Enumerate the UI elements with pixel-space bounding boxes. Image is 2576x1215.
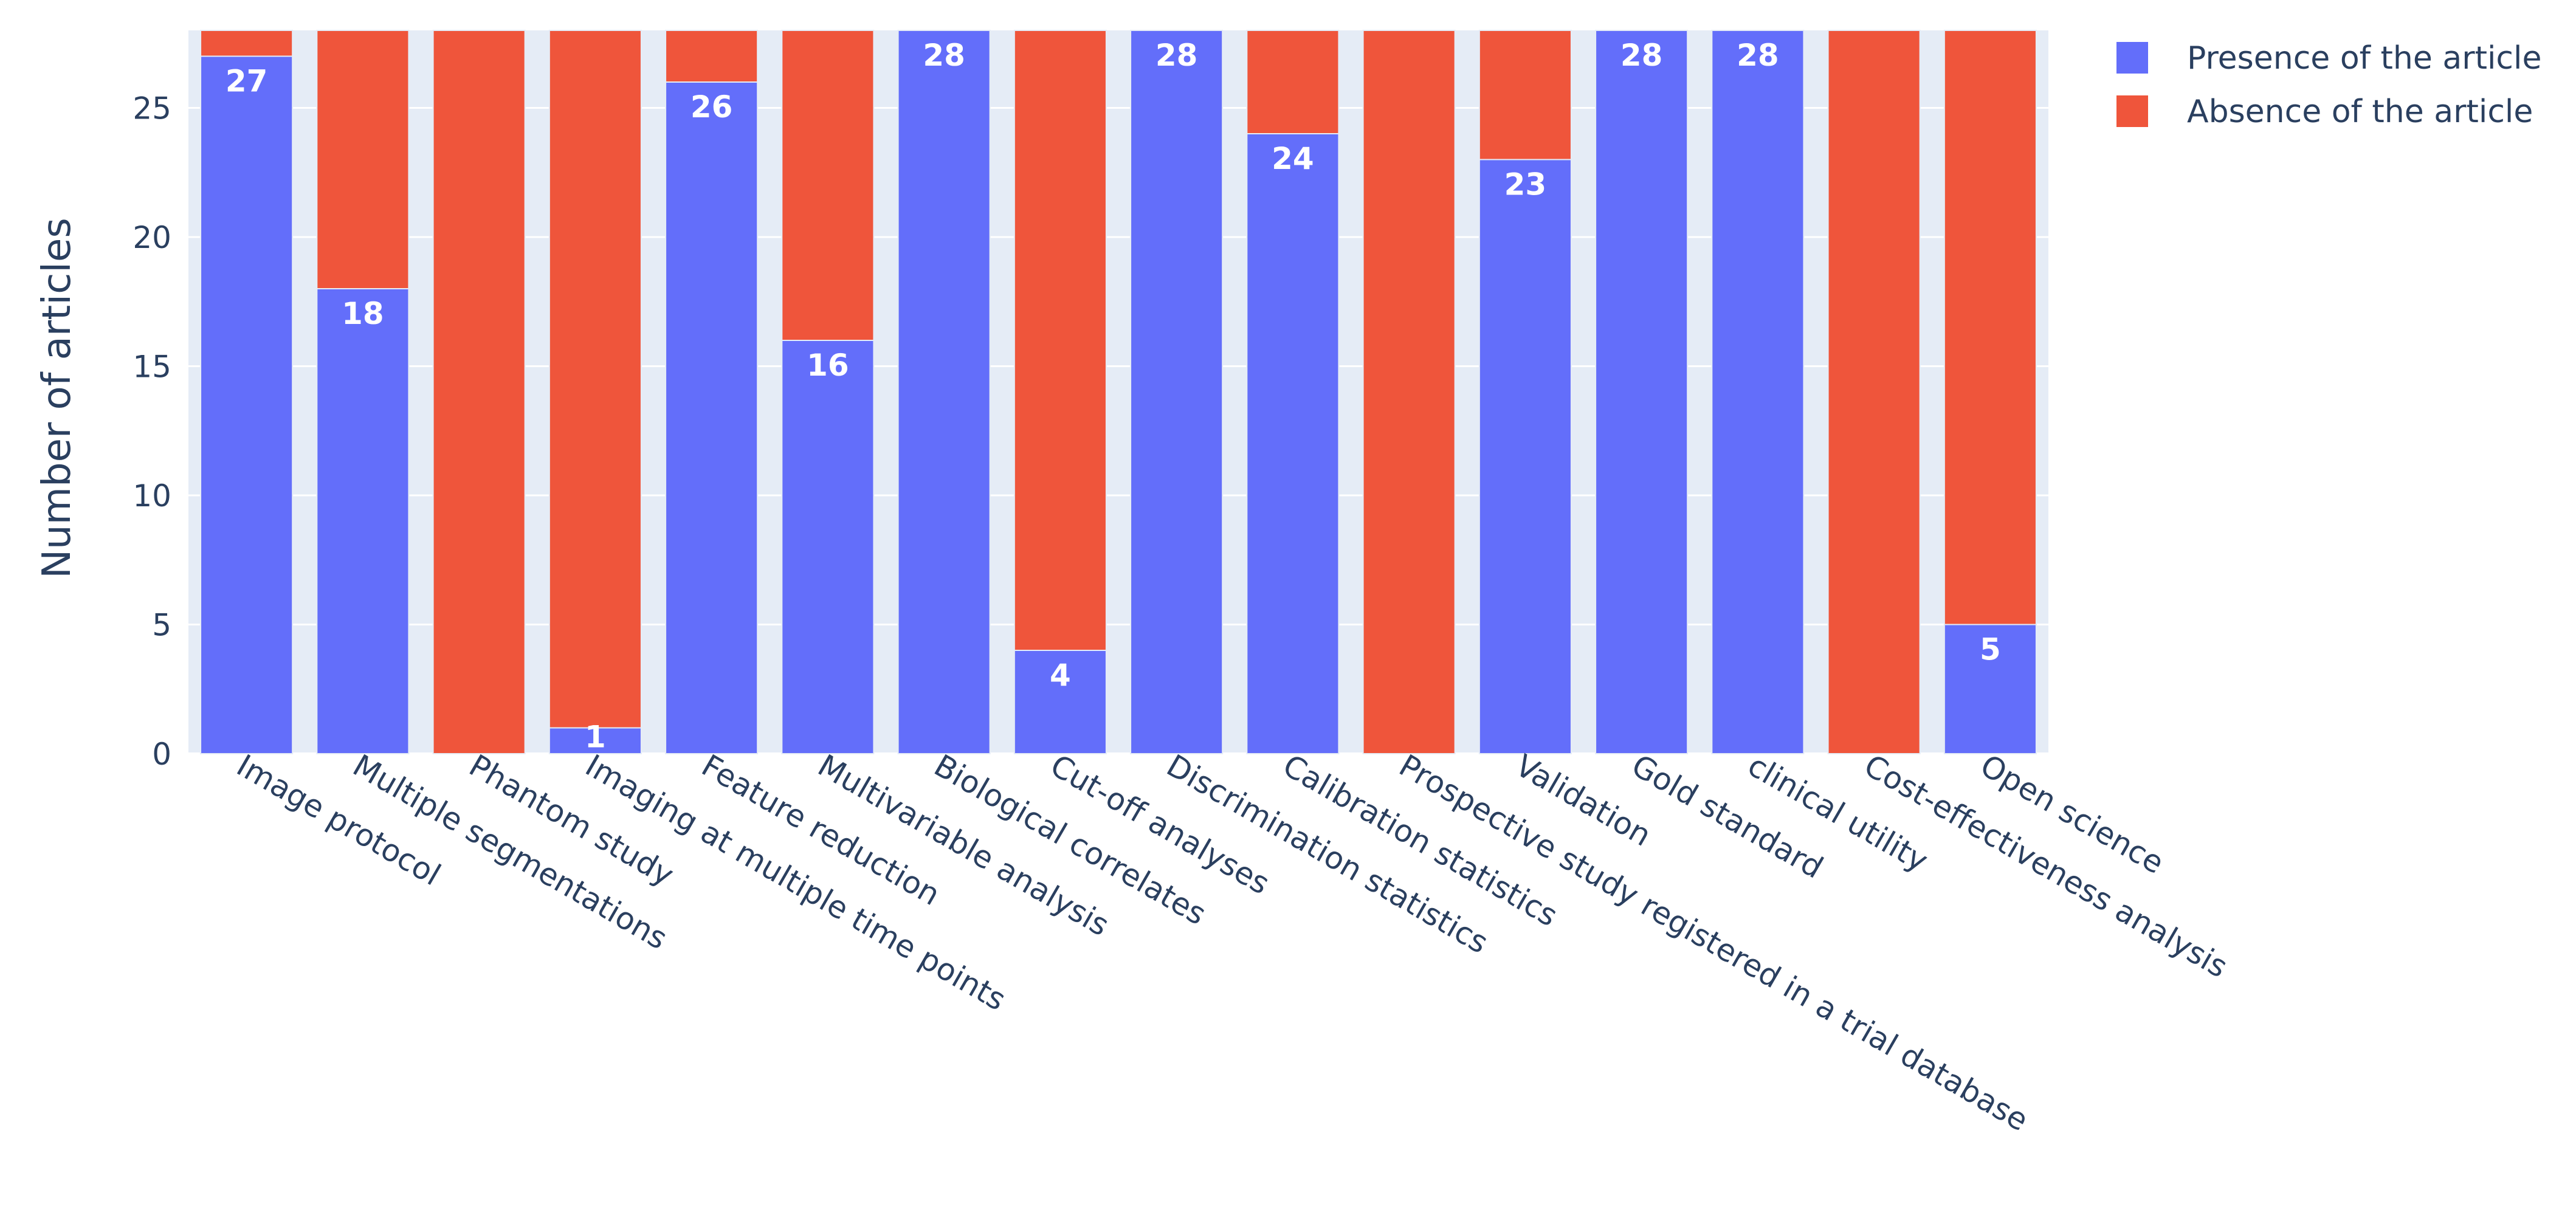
bar-absence-of-the-article[interactable] [1362,30,1456,754]
bar-presence-of-the-article[interactable] [316,288,410,754]
bar-presence-of-the-article[interactable] [1943,624,2037,754]
y-tick-label: 10 [133,478,171,514]
legend-swatch [2116,42,2148,74]
y-tick-label: 20 [133,220,171,255]
bar-absence-of-the-article[interactable] [1246,30,1340,134]
bar-value-label: 16 [807,348,849,383]
y-tick-label: 25 [133,91,171,126]
bar-presence-of-the-article[interactable] [1478,159,1572,754]
bar-absence-of-the-article[interactable] [316,30,410,289]
bar-value-label: 28 [1737,38,1779,73]
bar-absence-of-the-article[interactable] [1943,30,2037,625]
legend-label: Absence of the article [2187,94,2533,130]
legend-item-absence-of-the-article[interactable]: Absence of the article [2116,94,2533,130]
bar-presence-of-the-article[interactable] [200,55,294,754]
x-tick-label: Gold standard [1626,748,1829,886]
legend[interactable]: Presence of the article Absence of the ar… [2116,40,2541,130]
bars [200,30,2037,754]
bar-value-label: 26 [690,89,733,125]
bar-value-label: 28 [923,38,965,73]
bar-value-label: 24 [1272,141,1314,176]
y-axis-ticks: 0 5 10 15 20 25 [133,91,171,773]
bar-value-label: 18 [342,296,384,331]
y-tick-label: 5 [152,608,171,643]
bar-presence-of-the-article[interactable] [665,81,759,754]
bar-absence-of-the-article[interactable] [200,30,294,57]
bar-absence-of-the-article[interactable] [1478,30,1572,160]
y-tick-label: 0 [152,737,171,772]
legend-label: Presence of the article [2187,40,2541,77]
bar-presence-of-the-article[interactable] [1246,133,1340,754]
bar-absence-of-the-article[interactable] [665,30,759,83]
bar-value-label: 28 [1155,38,1198,73]
bar-presence-of-the-article[interactable] [897,30,991,754]
bar-presence-of-the-article[interactable] [1595,30,1689,754]
bar-value-label: 23 [1504,167,1547,202]
bar-presence-of-the-article[interactable] [1130,30,1224,754]
y-tick-label: 15 [133,349,171,385]
bar-labels: 27 18 1 26 16 28 4 28 24 23 28 28 5 [226,38,2001,754]
bar-value-label: 27 [226,64,268,99]
bar-value-label: 4 [1050,658,1071,693]
bar-presence-of-the-article[interactable] [1711,30,1805,754]
bar-absence-of-the-article[interactable] [1827,30,1921,754]
bar-value-label: 28 [1620,38,1663,73]
bar-absence-of-the-article[interactable] [432,30,526,754]
bar-value-label: 1 [585,719,606,754]
bar-absence-of-the-article[interactable] [548,30,642,729]
legend-item-presence-of-the-article[interactable]: Presence of the article [2116,40,2541,77]
y-axis-title: Number of articles [35,218,80,579]
bar-absence-of-the-article[interactable] [1013,30,1107,651]
bar-value-label: 5 [1980,632,2001,667]
x-tick-label: Image protocol [231,748,447,892]
legend-swatch [2116,95,2148,127]
bar-presence-of-the-article[interactable] [781,340,875,754]
bar-absence-of-the-article[interactable] [781,30,875,341]
